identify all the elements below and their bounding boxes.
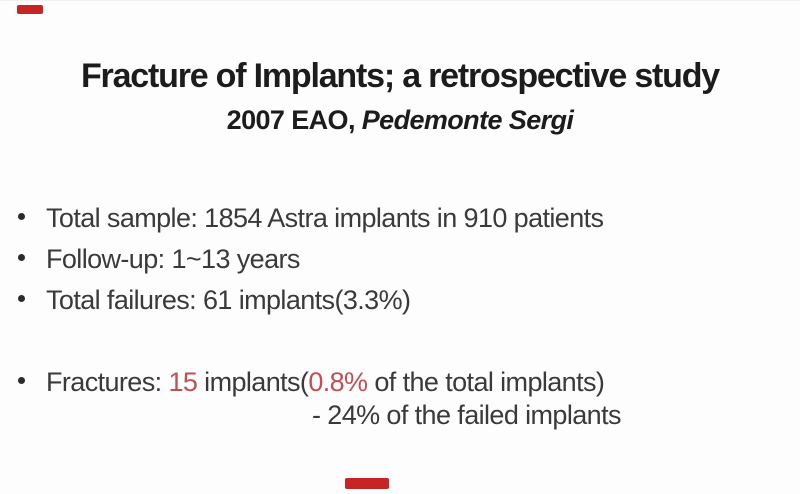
fracture-text: Fractures: 15 implants(0.8% of the total… — [46, 367, 605, 397]
subtitle-conference: 2007 EAO, — [226, 105, 362, 135]
red-marker-bottom — [345, 478, 389, 489]
bullet-dot-icon — [18, 254, 25, 261]
fracture-continuation: - 24% of the failed implants — [312, 400, 621, 430]
bullet-dot-icon — [18, 295, 25, 302]
bullet-follow-up: Follow-up: 1~13 years — [18, 239, 603, 280]
bullet-text: Total sample: 1854 Astra implants in 910… — [46, 203, 604, 233]
fracture-count: 15 — [168, 367, 198, 397]
fracture-mid: implants( — [197, 367, 309, 397]
bullet-dot-icon — [18, 377, 25, 384]
red-marker-top-left — [17, 5, 43, 14]
bullet-list: Total sample: 1854 Astra implants in 910… — [18, 198, 604, 321]
fracture-label: Fractures: — [46, 367, 169, 397]
bullet-dot-icon — [18, 213, 25, 220]
fracture-rest: of the total implants) — [367, 367, 605, 397]
slide-subtitle: 2007 EAO, Pedemonte Sergi — [0, 105, 800, 136]
slide-title: Fracture of Implants; a retrospective st… — [80, 57, 720, 95]
bullet-text: Total failures: 61 implants(3.3%) — [46, 285, 411, 315]
bullet-fractures: Fractures: 15 implants(0.8% of the total… — [18, 362, 605, 403]
bullet-total-sample: Total sample: 1854 Astra implants in 910… — [18, 198, 604, 239]
subtitle-author: Pedemonte Sergi — [361, 105, 574, 135]
fracture-percent: 0.8% — [308, 367, 368, 397]
bullet-text: Follow-up: 1~13 years — [46, 244, 300, 274]
bullet-total-failures: Total failures: 61 implants(3.3%) — [18, 280, 603, 321]
